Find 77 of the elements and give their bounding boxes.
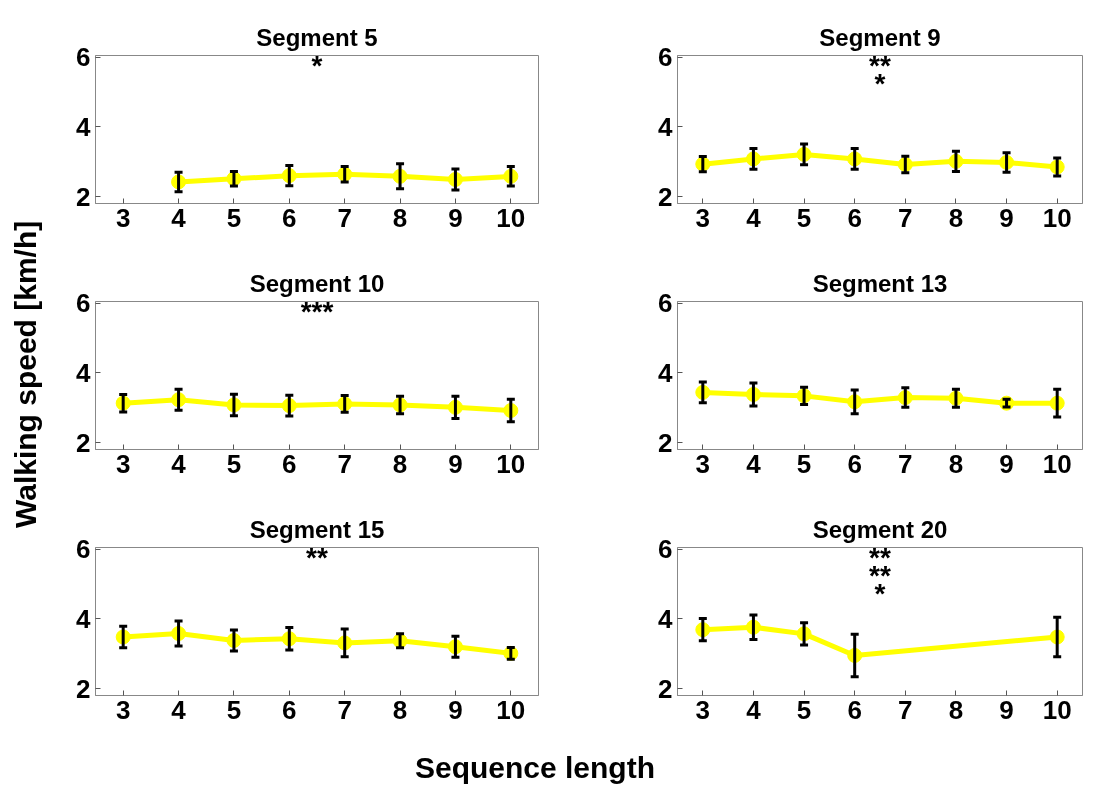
x-tick-label: 4 xyxy=(746,202,762,233)
y-tick-label: 2 xyxy=(76,673,91,704)
x-tick-label: 9 xyxy=(448,448,463,479)
x-tick-label: 5 xyxy=(226,202,242,233)
x-tick-label: 10 xyxy=(496,448,526,479)
x-tick-label: 8 xyxy=(392,202,408,233)
x-tick-label: 7 xyxy=(898,694,913,725)
x-tick-label: 3 xyxy=(115,202,131,233)
x-tick-label: 9 xyxy=(448,694,463,725)
x-tick-label: 8 xyxy=(948,448,964,479)
x-tick-label: 8 xyxy=(392,694,408,725)
x-tick-label: 9 xyxy=(999,694,1014,725)
x-tick-label: 3 xyxy=(115,694,131,725)
y-tick-label: 6 xyxy=(658,288,673,319)
x-tick-label: 5 xyxy=(796,448,812,479)
x-tick-label: 3 xyxy=(115,448,131,479)
y-tick-label: 2 xyxy=(76,427,91,458)
x-tick-label: 4 xyxy=(171,202,187,233)
x-tick-label: 8 xyxy=(392,448,408,479)
x-tick-label: 6 xyxy=(282,448,297,479)
x-tick-label: 7 xyxy=(898,202,913,233)
y-tick-label: 4 xyxy=(658,111,674,142)
y-axis-title: Walking speed [km/h] xyxy=(8,220,43,528)
annotation: *** xyxy=(300,296,334,327)
y-tick-label: 6 xyxy=(76,42,91,73)
x-tick-label: 7 xyxy=(337,694,352,725)
x-tick-label: 5 xyxy=(226,448,242,479)
x-tick-label: 10 xyxy=(1042,694,1072,725)
annotation: * xyxy=(311,50,323,81)
x-tick-label: 4 xyxy=(171,694,187,725)
y-tick-label: 4 xyxy=(76,603,92,634)
x-tick-label: 10 xyxy=(1042,202,1072,233)
x-tick-label: 10 xyxy=(496,202,526,233)
x-tick-label: 7 xyxy=(898,448,913,479)
x-tick-label: 3 xyxy=(695,694,711,725)
x-tick-label: 9 xyxy=(448,202,463,233)
x-tick-label: 3 xyxy=(695,202,711,233)
x-tick-label: 5 xyxy=(796,202,812,233)
chart-title: Segment 13 xyxy=(812,269,948,297)
x-tick-label: 5 xyxy=(226,694,242,725)
y-tick-label: 2 xyxy=(658,181,673,212)
x-tick-label: 8 xyxy=(948,202,964,233)
chart-title: Segment 15 xyxy=(249,515,385,543)
chart-title: Segment 10 xyxy=(249,269,385,297)
y-tick-label: 4 xyxy=(76,357,92,388)
x-tick-label: 9 xyxy=(999,448,1014,479)
x-tick-label: 5 xyxy=(796,694,812,725)
annotation: ** xyxy=(306,542,328,573)
y-tick-label: 4 xyxy=(76,111,92,142)
y-tick-label: 4 xyxy=(658,603,674,634)
x-tick-label: 3 xyxy=(695,448,711,479)
x-tick-label: 9 xyxy=(999,202,1014,233)
x-tick-label: 4 xyxy=(746,694,762,725)
x-tick-label: 6 xyxy=(282,202,297,233)
x-axis-title: Sequence length xyxy=(414,751,656,784)
x-tick-label: 6 xyxy=(282,694,297,725)
x-tick-label: 4 xyxy=(746,448,762,479)
chart-title: Segment 9 xyxy=(819,23,941,51)
x-tick-label: 10 xyxy=(496,694,526,725)
x-tick-label: 6 xyxy=(847,448,862,479)
y-tick-label: 2 xyxy=(658,673,673,704)
x-tick-label: 7 xyxy=(337,448,352,479)
x-tick-label: 7 xyxy=(337,202,352,233)
x-tick-label: 8 xyxy=(948,694,964,725)
chart-title: Segment 5 xyxy=(256,23,378,51)
x-tick-label: 6 xyxy=(847,202,862,233)
x-tick-label: 10 xyxy=(1042,448,1072,479)
y-tick-label: 6 xyxy=(658,42,673,73)
y-tick-label: 2 xyxy=(76,181,91,212)
y-tick-label: 6 xyxy=(76,534,91,565)
x-tick-label: 4 xyxy=(171,448,187,479)
chart-title: Segment 20 xyxy=(812,515,948,543)
y-tick-label: 6 xyxy=(658,534,673,565)
y-tick-label: 6 xyxy=(76,288,91,319)
y-tick-label: 2 xyxy=(658,427,673,458)
x-tick-label: 6 xyxy=(847,694,862,725)
y-tick-label: 4 xyxy=(658,357,674,388)
